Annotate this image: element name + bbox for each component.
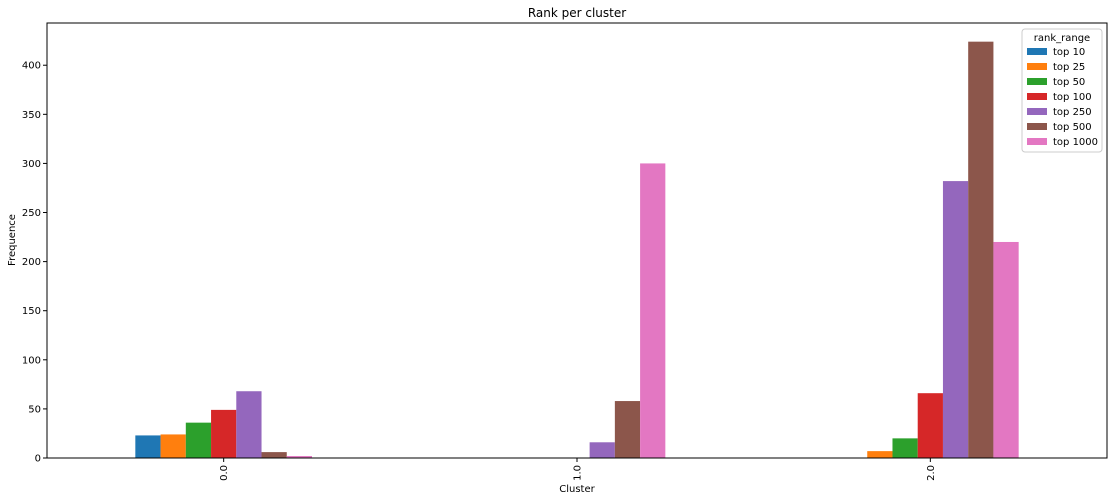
bar-top-25-cluster-2.0 [867, 451, 893, 458]
legend-box [1021, 28, 1103, 153]
legend-swatch-top-10 [1027, 48, 1047, 55]
bar-top-100-cluster-2.0 [917, 393, 943, 458]
bar-top-250-cluster-0.0 [236, 391, 262, 458]
plot-frame [46, 22, 1108, 459]
y-tick-label: 200 [22, 257, 41, 268]
y-tick-label: 300 [22, 159, 41, 170]
legend-label-top-1000: top 1000 [1053, 137, 1098, 148]
legend-label-top-50: top 50 [1053, 77, 1085, 88]
bar-top-1000-cluster-0.0 [286, 456, 312, 458]
legend-swatch-top-100 [1027, 93, 1047, 100]
bar-top-1000-cluster-1.0 [640, 163, 666, 459]
legend-swatch-top-250 [1027, 108, 1047, 115]
legend-label-top-25: top 25 [1053, 62, 1085, 73]
x-tick-label: 1.0 [573, 465, 584, 481]
bar-top-500-cluster-2.0 [968, 41, 994, 458]
bar-top-50-cluster-0.0 [185, 422, 212, 458]
legend-label-top-250: top 250 [1053, 107, 1092, 118]
bar-top-10-cluster-0.0 [135, 435, 161, 458]
y-tick-label: 50 [28, 404, 41, 415]
legend-swatch-top-500 [1027, 123, 1047, 130]
x-axis: 0.0 1.0 2.0 [219, 458, 937, 481]
legend-label-top-500: top 500 [1053, 122, 1092, 133]
legend-label-top-10: top 10 [1053, 47, 1085, 58]
bar-top-500-cluster-0.0 [261, 452, 287, 458]
legend-swatch-top-25 [1027, 63, 1047, 70]
bar-top-1000-cluster-2.0 [993, 241, 1019, 458]
legend: rank_range top 10 top 25 top 50 top 100 top … [1021, 28, 1103, 153]
legend-swatch-top-50 [1027, 78, 1047, 85]
x-tick-label: 0.0 [219, 465, 230, 481]
y-tick-label: 0 [35, 454, 41, 465]
bar-top-250-cluster-2.0 [942, 181, 969, 458]
bars-group [135, 41, 1019, 459]
y-tick-label: 150 [22, 306, 41, 317]
y-tick-label: 250 [22, 208, 41, 219]
legend-title: rank_range [1034, 33, 1090, 44]
y-tick-label: 400 [22, 61, 41, 72]
y-tick-label: 350 [22, 110, 41, 121]
legend-swatch-top-1000 [1027, 138, 1047, 145]
bar-top-100-cluster-0.0 [211, 409, 237, 458]
x-tick-label: 2.0 [926, 465, 937, 481]
y-axis-label: Frequence [7, 214, 18, 266]
legend-label-top-100: top 100 [1053, 92, 1092, 103]
x-axis-label: Cluster [559, 484, 595, 495]
chart-title: Rank per cluster [528, 6, 626, 20]
bar-top-50-cluster-2.0 [892, 438, 918, 458]
y-tick-label: 100 [22, 355, 41, 366]
bar-top-25-cluster-0.0 [160, 434, 186, 458]
bar-top-500-cluster-1.0 [614, 401, 641, 458]
bar-top-250-cluster-1.0 [589, 442, 615, 458]
y-axis: 0 50 100 150 200 250 300 350 400 [22, 61, 47, 465]
